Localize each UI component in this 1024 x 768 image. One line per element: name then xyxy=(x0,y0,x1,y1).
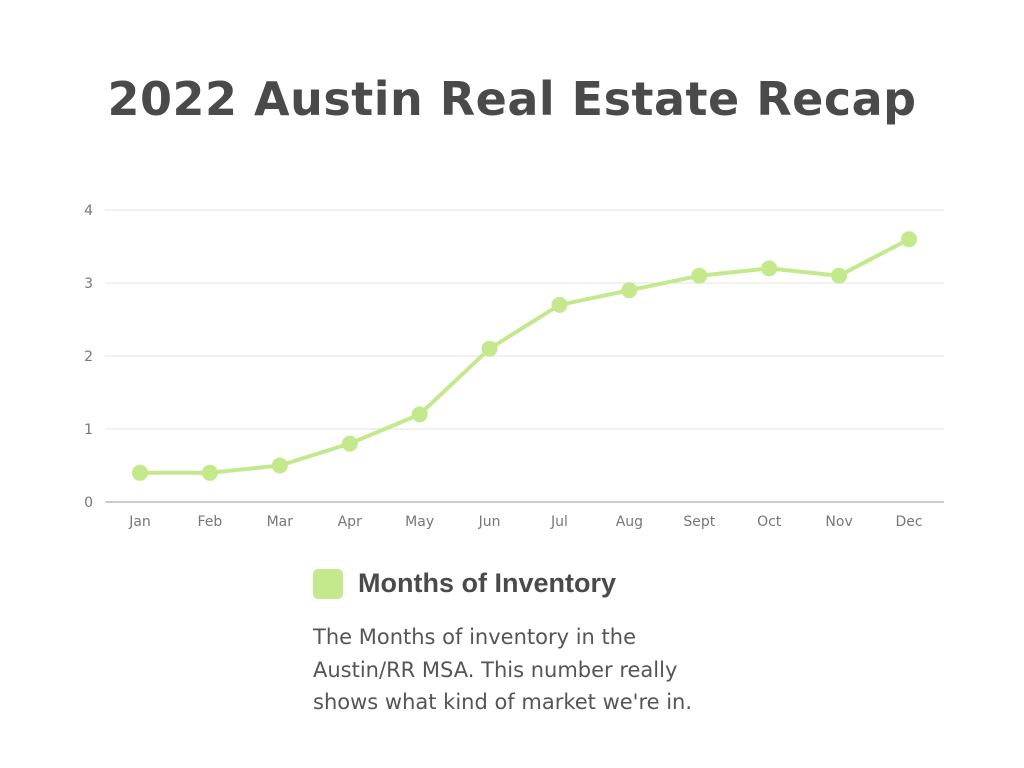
data-point xyxy=(201,464,218,481)
x-axis-tick-labels: Jan Feb Mar Apr May Jun Jul Aug Sept Oct Nov Dec xyxy=(128,514,922,530)
series-line xyxy=(138,237,911,475)
data-point xyxy=(271,457,288,474)
x-tick-label: Sept xyxy=(683,514,715,530)
data-points xyxy=(132,231,917,481)
data-point xyxy=(901,231,917,248)
y-tick-label: 0 xyxy=(84,495,93,511)
grid-lines xyxy=(105,209,944,503)
x-tick-label: Jun xyxy=(478,514,501,530)
y-tick-label: 3 xyxy=(84,276,93,292)
data-point xyxy=(621,282,638,299)
line-chart: 0 1 2 3 4 Jan Feb Mar Apr May Jun Jul Aug Sept Oct Nov… xyxy=(84,203,944,530)
legend-label: Months of Inventory xyxy=(358,568,616,598)
y-axis-tick-labels: 0 1 2 3 4 xyxy=(84,203,93,511)
data-point xyxy=(761,260,778,277)
x-tick-label: Mar xyxy=(267,514,294,530)
y-tick-label: 4 xyxy=(84,203,93,219)
data-point xyxy=(411,406,428,423)
x-tick-label: Jul xyxy=(550,514,568,530)
data-point xyxy=(132,464,148,481)
legend: Months of Inventory xyxy=(313,568,616,599)
x-tick-label: Oct xyxy=(757,514,782,530)
data-point xyxy=(831,267,848,284)
data-point xyxy=(341,435,358,452)
data-point xyxy=(481,340,498,357)
y-tick-label: 1 xyxy=(84,422,93,438)
description-text: The Months of inventory in the Austin/RR… xyxy=(313,625,693,714)
data-point xyxy=(551,296,568,313)
x-tick-label: May xyxy=(405,514,434,530)
x-tick-label: Dec xyxy=(895,514,922,530)
x-tick-label: Apr xyxy=(338,514,362,530)
data-point xyxy=(691,267,708,284)
x-tick-label: Nov xyxy=(825,514,852,530)
chart-title: 2022 Austin Real Estate Recap xyxy=(107,72,917,126)
x-tick-label: Aug xyxy=(616,514,643,530)
y-tick-label: 2 xyxy=(84,349,93,365)
legend-swatch xyxy=(313,568,343,599)
series-line-group xyxy=(138,237,911,475)
x-tick-label: Feb xyxy=(198,514,223,530)
x-tick-label: Jan xyxy=(128,514,151,530)
